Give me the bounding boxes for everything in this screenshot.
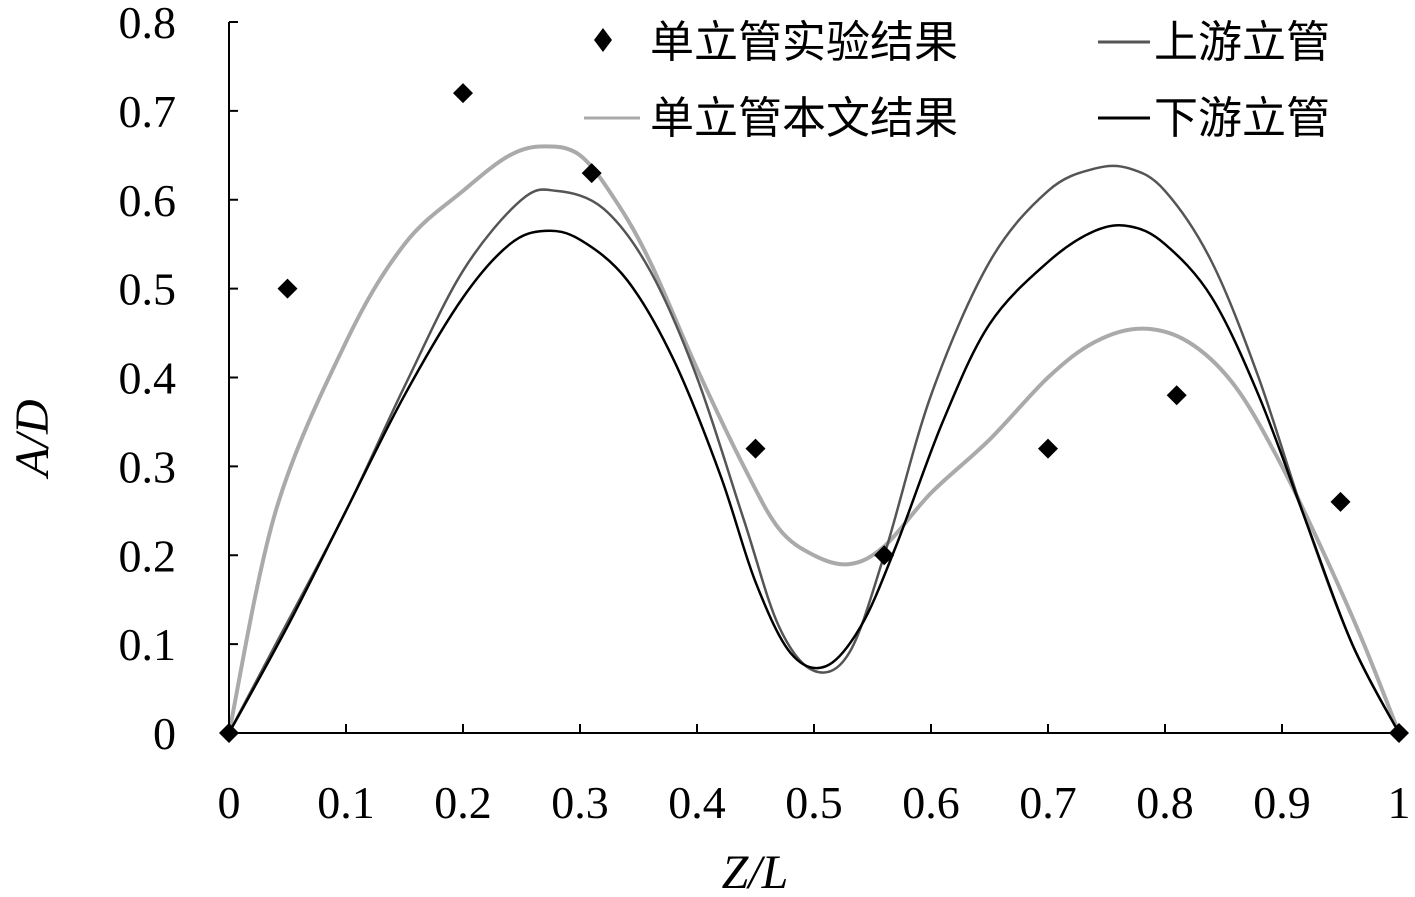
x-tick-label: 0.5 (785, 777, 843, 828)
legend: 单立管实验结果 上游立管 单立管本文结果 下游立管 (584, 17, 1330, 144)
y-axis-title: A/D (6, 399, 59, 479)
x-tick-label: 0.8 (1136, 777, 1194, 828)
upstream-line (227, 164, 1401, 734)
downstream-line (227, 224, 1401, 734)
y-tick-label: 0 (153, 708, 176, 759)
y-tick-label: 0.1 (119, 619, 177, 670)
legend-label-single-computed: 单立管本文结果 (650, 93, 958, 144)
legend-label-experiment: 单立管实验结果 (650, 17, 958, 68)
legend-label-downstream: 下游立管 (1154, 93, 1330, 144)
x-axis-title: Z/L (722, 846, 789, 897)
experiment-point (453, 83, 473, 104)
y-tick-label: 0.4 (119, 353, 177, 404)
x-tick-label: 0 (218, 777, 241, 828)
y-tick-label: 0.3 (119, 441, 177, 492)
x-tick-label: 0.7 (1019, 777, 1077, 828)
experiment-point (1166, 385, 1187, 406)
legend-marker-experiment (594, 28, 612, 52)
x-tick-label: 1 (1388, 777, 1411, 828)
tick-labels: 0 0.1 0.2 0.3 0.4 0.5 0.6 0.7 0.8 0.9 1 0 0.1 0.2 0.3 0… (119, 0, 1411, 828)
y-tick-label: 0.6 (119, 175, 177, 226)
experiment-point (1038, 438, 1058, 459)
x-tick-label: 0.2 (434, 777, 492, 828)
y-tick-label: 0.7 (119, 86, 177, 137)
single-computed-line (227, 144, 1401, 734)
experiment-point (1330, 491, 1351, 512)
x-tick-label: 0.1 (317, 777, 375, 828)
x-tick-label: 0.4 (668, 777, 726, 828)
plot-points (219, 83, 1409, 743)
x-tick-label: 0.9 (1253, 777, 1311, 828)
y-tick-label: 0.2 (119, 530, 177, 581)
experiment-point (745, 438, 766, 459)
axes (228, 21, 1400, 734)
experiment-point (581, 163, 602, 184)
x-tick-label: 0.3 (551, 777, 609, 828)
plot-lines (227, 144, 1401, 734)
experiment-point (874, 545, 895, 566)
x-tick-label: 0.6 (902, 777, 960, 828)
y-tick-label: 0.8 (119, 0, 177, 48)
y-tick-label: 0.5 (119, 264, 177, 315)
legend-label-upstream: 上游立管 (1154, 17, 1330, 68)
experiment-point (277, 278, 298, 299)
